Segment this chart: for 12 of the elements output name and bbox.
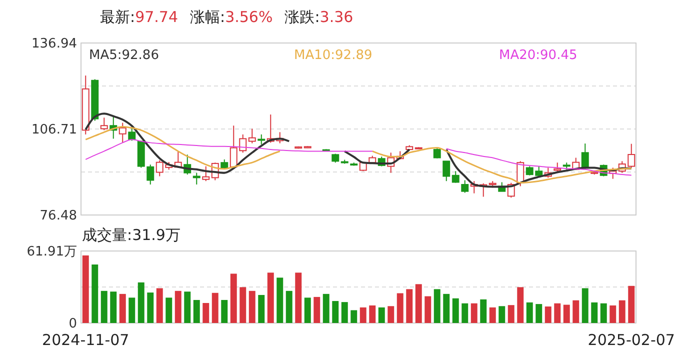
y-tick-label: 136.94 xyxy=(32,36,77,52)
chart-title: 最新:97.74 涨幅:3.56% 涨跌:3.36 xyxy=(100,8,354,26)
x-tick-label: 2024-11-07 xyxy=(42,331,130,349)
chart-title: 成交量:31.9万 xyxy=(82,226,180,244)
text: MA5:92.86 xyxy=(89,48,159,63)
y-tick-label: 0 xyxy=(68,316,77,332)
text: MA10:92.89 xyxy=(294,48,372,63)
y-tick-label: 61.91万 xyxy=(26,244,77,260)
x-tick-label: 2025-02-07 xyxy=(588,331,675,349)
text: MA20:90.45 xyxy=(499,48,578,63)
y-tick-label: 106.71 xyxy=(32,122,77,138)
y-tick-label: 76.48 xyxy=(40,208,77,224)
